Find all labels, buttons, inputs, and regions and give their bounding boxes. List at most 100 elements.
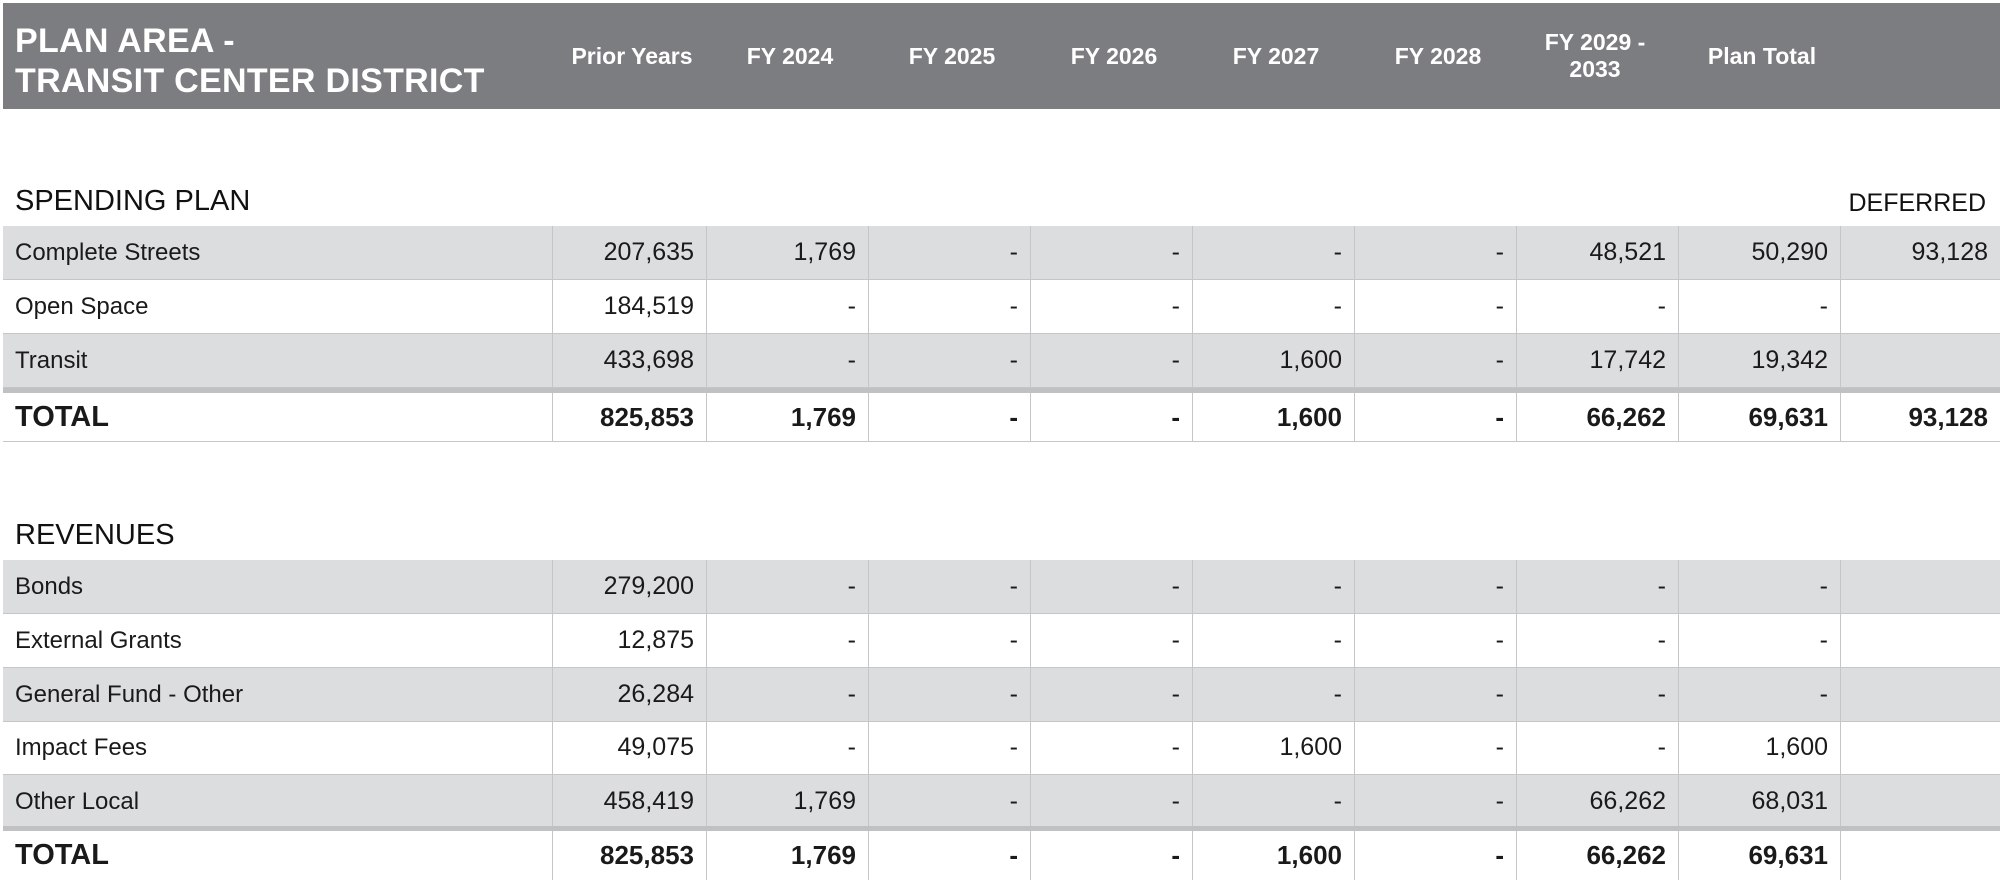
spending-total-row: TOTAL 825,853 1,769- -1,600-66,262 69,631 93,… — [3, 388, 2000, 442]
cell-fy2026: - — [1030, 614, 1192, 667]
cell-prior-years: 26,284 — [552, 668, 706, 721]
cell-fy2024: - — [706, 334, 868, 387]
cell-fy2029-2033: 48,521 — [1516, 226, 1678, 279]
cell-fy2025: - — [868, 334, 1030, 387]
column-header-fy2024: FY 2024 — [746, 42, 834, 69]
cell-fy2028: - — [1354, 560, 1516, 613]
column-header-fy2026: FY 2026 — [1070, 42, 1158, 69]
cell-fy2024: 1,769 — [706, 226, 868, 279]
cell-prior-years: 458,419 — [552, 775, 706, 828]
column-header-prior-years: Prior Years — [571, 42, 693, 69]
cell-fy2029-2033: 66,262 — [1516, 831, 1678, 880]
cell-fy2028: - — [1354, 393, 1516, 441]
column-header-fy2028: FY 2028 — [1394, 42, 1482, 69]
spending-row: Open Space 184,519- - - - - - - — [3, 280, 2000, 334]
cell-prior-years: 825,853 — [552, 831, 706, 880]
cell-plan-total: - — [1678, 560, 1840, 613]
cell-fy2025: - — [868, 393, 1030, 441]
cell-deferred — [1840, 614, 2000, 667]
cell-deferred — [1840, 721, 2000, 774]
title-line-2: TRANSIT CENTER DISTRICT — [15, 62, 485, 100]
cell-fy2024: 1,769 — [706, 393, 868, 441]
cell-fy2027: 1,600 — [1192, 334, 1354, 387]
spending-plan-title: SPENDING PLAN — [15, 185, 251, 217]
cell-plan-total: 50,290 — [1678, 226, 1840, 279]
revenue-row: Impact Fees 49,075- - -1,600- -1,600 — [3, 721, 2000, 775]
cell-fy2025: - — [868, 560, 1030, 613]
cell-deferred — [1840, 280, 2000, 333]
cell-deferred — [1840, 831, 2000, 880]
cell-fy2024: 1,769 — [706, 831, 868, 880]
revenue-row: Bonds 279,200- - - - - - - — [3, 560, 2000, 614]
cell-fy2027: - — [1192, 668, 1354, 721]
cell-fy2027: - — [1192, 226, 1354, 279]
row-label: Transit — [15, 346, 88, 374]
cell-fy2028: - — [1354, 775, 1516, 828]
row-label: Complete Streets — [15, 238, 201, 266]
cell-fy2024: - — [706, 280, 868, 333]
row-label: Impact Fees — [15, 733, 148, 761]
cell-fy2025: - — [868, 614, 1030, 667]
cell-fy2029-2033: - — [1516, 280, 1678, 333]
cell-deferred — [1840, 775, 2000, 828]
cell-fy2027: - — [1192, 560, 1354, 613]
cell-plan-total: 19,342 — [1678, 334, 1840, 387]
row-label: Bonds — [15, 572, 84, 600]
cell-prior-years: 825,853 — [552, 393, 706, 441]
cell-fy2025: - — [868, 775, 1030, 828]
cell-fy2027: 1,600 — [1192, 721, 1354, 774]
cell-deferred — [1840, 334, 2000, 387]
revenue-row: General Fund - Other 26,284- - - - - - - — [3, 668, 2000, 722]
cell-prior-years: 12,875 — [552, 614, 706, 667]
cell-plan-total: - — [1678, 614, 1840, 667]
cell-fy2024: - — [706, 614, 868, 667]
cell-fy2027: 1,600 — [1192, 393, 1354, 441]
cell-deferred: 93,128 — [1840, 226, 2000, 279]
cell-fy2026: - — [1030, 226, 1192, 279]
cell-fy2027: 1,600 — [1192, 831, 1354, 880]
page-title: PLAN AREA - TRANSIT CENTER DISTRICT — [15, 21, 535, 101]
cell-fy2028: - — [1354, 721, 1516, 774]
deferred-column-header: DEFERRED — [1848, 189, 1986, 217]
revenue-row: External Grants 12,875- - - - - - - — [3, 614, 2000, 668]
revenues-title: REVENUES — [15, 519, 175, 551]
cell-fy2024: 1,769 — [706, 775, 868, 828]
cell-fy2028: - — [1354, 614, 1516, 667]
cell-fy2028: - — [1354, 831, 1516, 880]
cell-plan-total: 1,600 — [1678, 721, 1840, 774]
cell-prior-years: 433,698 — [552, 334, 706, 387]
cell-fy2029-2033: - — [1516, 560, 1678, 613]
cell-prior-years: 49,075 — [552, 721, 706, 774]
cell-fy2029-2033: - — [1516, 721, 1678, 774]
cell-plan-total: 69,631 — [1678, 393, 1840, 441]
cell-fy2026: - — [1030, 831, 1192, 880]
cell-fy2028: - — [1354, 280, 1516, 333]
cell-fy2026: - — [1030, 775, 1192, 828]
cell-fy2026: - — [1030, 560, 1192, 613]
cell-fy2025: - — [868, 280, 1030, 333]
cell-fy2029-2033: 66,262 — [1516, 775, 1678, 828]
column-header-fy2029-2033: FY 2029 - 2033 — [1544, 29, 1646, 82]
cell-fy2024: - — [706, 668, 868, 721]
revenue-row: Other Local 458,419 1,769- - - -66,262 68,031 — [3, 775, 2000, 829]
column-header-fy2027: FY 2027 — [1232, 42, 1320, 69]
cell-deferred — [1840, 668, 2000, 721]
column-header-plan-total: Plan Total — [1707, 42, 1817, 69]
cell-fy2025: - — [868, 831, 1030, 880]
cell-deferred: 93,128 — [1840, 393, 2000, 441]
cell-plan-total: 68,031 — [1678, 775, 1840, 828]
cell-plan-total: 69,631 — [1678, 831, 1840, 880]
cell-fy2025: - — [868, 721, 1030, 774]
cell-prior-years: 184,519 — [552, 280, 706, 333]
cell-fy2029-2033: - — [1516, 614, 1678, 667]
cell-fy2024: - — [706, 721, 868, 774]
cell-fy2027: - — [1192, 280, 1354, 333]
cell-fy2024: - — [706, 560, 868, 613]
cell-fy2029-2033: - — [1516, 668, 1678, 721]
cell-fy2026: - — [1030, 393, 1192, 441]
cell-fy2029-2033: 17,742 — [1516, 334, 1678, 387]
column-header-fy2025: FY 2025 — [908, 42, 996, 69]
cell-plan-total: - — [1678, 280, 1840, 333]
row-label: General Fund - Other — [15, 680, 244, 708]
cell-fy2028: - — [1354, 334, 1516, 387]
